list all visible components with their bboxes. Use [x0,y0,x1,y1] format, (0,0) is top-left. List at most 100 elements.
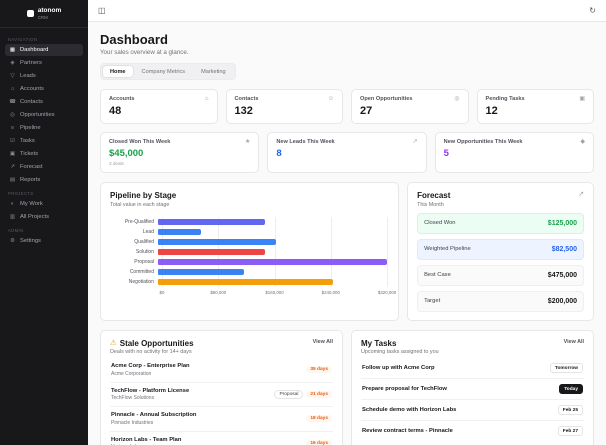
refresh-button[interactable]: ↻ [589,6,596,15]
task-due-badge: Feb 27 [557,426,583,436]
pipeline-panel-title: Pipeline by Stage [110,191,177,200]
chart-row: Proposal [110,257,389,267]
dashboard-icon: ▦ [9,47,16,53]
mid-row: Pipeline by Stage Total value in each st… [100,182,594,321]
chart-category-label: Committed [129,268,154,275]
forecast-value: $82,500 [551,245,577,253]
tab-company-metrics[interactable]: Company Metrics [141,68,186,75]
stale-opportunity-row[interactable]: TechFlow - Platform License TechFlow Sol… [110,381,333,407]
stale-panel-subtitle: Deals with no activity for 14+ days [110,349,192,355]
chart-category-label: Pre-Qualified [124,218,154,225]
sidebar-item-pipeline[interactable]: ≡ Pipeline [5,122,83,134]
sidebar-item-settings[interactable]: ⚙ Settings [5,235,83,247]
task-row[interactable]: Review contract terms - Pinnacle Feb 27 [361,420,584,441]
axis-tick-label: $80,000 [210,289,227,295]
week-stat-value: 5 [443,148,449,159]
sidebar-item-reports[interactable]: ▤ Reports [5,174,83,186]
topbar: ◫ ↻ [88,0,606,22]
partners-icon: ◈ [10,60,15,66]
axis-tick-label: $320,000 [377,289,397,295]
gridline [330,216,332,287]
sidebar-item-label: My Work [20,201,43,207]
dashboard-tabs: Home Company Metrics Marketing [100,63,236,80]
pipeline-panel-subtitle: Total value in each stage [110,201,170,208]
sidebar-item-contacts[interactable]: ☎ Contacts [5,96,83,108]
sidebar-item-partners[interactable]: ◈ Partners [5,57,83,69]
stale-opportunity-row[interactable]: Acme Corp - Enterprise Plan Acme Corpora… [110,358,333,382]
clipboard-icon: ▣ [579,96,585,102]
page-title: Dashboard [100,32,168,47]
sidebar-item-label: Pipeline [20,125,41,131]
page-subtitle: Your sales overview at a glance. [100,49,189,56]
forecast-panel: Forecast This Month ↗ Closed Won $125,00… [407,182,594,321]
task-row[interactable]: Prepare proposal for TechFlow Today [361,378,584,399]
sidebar-item-all-projects[interactable]: ▥ All Projects [5,211,83,223]
sidebar-collapse-icon: ◫ [98,5,106,15]
sidebar-item-tickets[interactable]: ▣ Tickets [5,148,83,160]
forecast-row-best-case: Best Case $475,000 [417,264,584,286]
sidebar-item-my-work[interactable]: ◐ My Work [5,198,83,210]
stat-card-accounts: Accounts ⌂ 48 [100,89,218,124]
app-logo: atonom CRM [0,0,88,28]
warning-icon: ⚠ [110,338,117,348]
forecast-label: Best Case [424,272,451,278]
opportunity-company: TechFlow Solutions [111,395,155,401]
sidebar-item-label: Partners [20,60,42,66]
stat-label: Open Opportunities [360,96,413,102]
tickets-icon: ▣ [9,151,16,157]
stale-view-all-link[interactable]: View All [312,338,333,345]
stat-card-contacts: Contacts ☺ 132 [225,89,343,124]
new-opportunities-card: New Opportunities This Week ◆ 5 [434,132,594,173]
sidebar-item-dashboard[interactable]: ▦ Dashboard [5,44,83,56]
forecast-value: $475,000 [547,271,577,279]
nav-section-projects: Projects [8,191,34,196]
chart-bar-track [158,278,387,285]
logo-icon [26,10,34,17]
tasks-view-all-link[interactable]: View All [563,338,584,345]
building-icon: ⌂ [204,96,209,102]
forecast-panel-title: Forecast [417,191,451,200]
tab-home[interactable]: Home [103,66,133,77]
closed-won-card: Closed Won This Week ★ $45,000 3 deals [100,132,260,173]
sidebar-toggle-button[interactable]: ◫ [98,5,106,15]
chart-category-label: Lead [142,228,154,235]
opportunity-name: Horizon Labs - Team Plan [111,436,182,443]
sidebar-item-label: Contacts [20,99,43,105]
forecast-panel-subtitle: This Month [417,201,444,208]
settings-icon: ⚙ [10,238,15,244]
sidebar-item-label: Tasks [20,138,35,144]
forecast-row-weighted-pipeline: Weighted Pipeline $82,500 [417,238,584,260]
chart-bar-track [158,258,388,265]
logo-subtitle: CRM [37,14,48,20]
pipeline-axis: $0 $80,000 $160,000 $240,000 $320,000 [160,289,397,299]
chart-category-label: Qualified [134,238,154,245]
stat-card-pending-tasks: Pending Tasks ▣ 12 [476,89,594,124]
target-icon: ◎ [454,96,460,102]
task-row[interactable]: Follow up with Acme Corp Tomorrow [361,358,584,378]
sidebar-nav: Navigation ▦ Dashboard ◈ Partners ▽ Lead… [0,28,88,252]
chart-bar [158,228,201,235]
stat-label: Pending Tasks [485,96,525,102]
sidebar-item-accounts[interactable]: ⌂ Accounts [5,83,83,95]
days-stale-badge: 21 days [306,390,332,398]
tab-marketing[interactable]: Marketing [201,68,226,75]
chart-row: Qualified [110,237,389,247]
chart-bar [158,248,266,255]
sidebar-item-tasks[interactable]: ☑ Tasks [5,135,83,147]
chart-category-label: Negotiation [128,278,154,285]
days-stale-badge: 35 days [306,366,332,374]
stale-opportunity-row[interactable]: Horizon Labs - Team Plan Horizon Labs 16… [110,430,333,445]
new-leads-card: New Leads This Week ↗ 8 [267,132,427,173]
pipeline-chart-area: Pre-Qualified Lead Qualified Solution Propos… [110,216,397,299]
my-tasks-panel: My Tasks Upcoming tasks assigned to you … [351,329,594,445]
stat-label: Contacts [234,96,259,102]
task-row[interactable]: Schedule demo with Horizon Labs Feb 25 [361,399,584,420]
sidebar-item-opportunities[interactable]: ◎ Opportunities [5,109,83,121]
sidebar-item-leads[interactable]: ▽ Leads [5,70,83,82]
stale-opportunity-row[interactable]: Pinnacle - Annual Subscription Pinnacle … [110,406,333,431]
sidebar-item-forecast[interactable]: ↗ Forecast [5,161,83,173]
week-stats-row: Closed Won This Week ★ $45,000 3 deals N… [100,132,594,173]
chart-bar-track [158,238,387,245]
chart-row: Pre-Qualified [110,217,389,227]
